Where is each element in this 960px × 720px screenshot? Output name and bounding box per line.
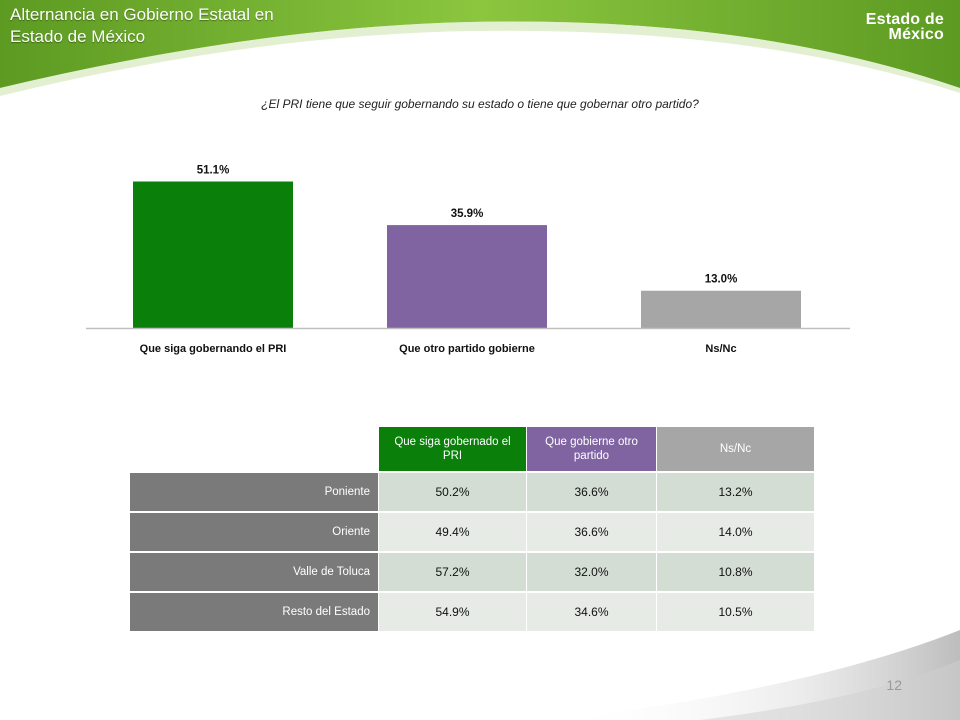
cell-value: 34.6%: [526, 591, 656, 631]
cell-value: 13.2%: [656, 471, 814, 511]
row-label: Oriente: [130, 511, 378, 551]
data-label: 51.1%: [197, 165, 230, 177]
cell-value: 10.8%: [656, 551, 814, 591]
region-breakdown-table: Que siga gobernado el PRI Que gobierne o…: [130, 427, 814, 631]
brand-line-1: Estado de: [865, 11, 944, 28]
page-number: 12: [886, 677, 902, 693]
table-row: Resto del Estado 54.9% 34.6% 10.5%: [130, 591, 814, 631]
slide-title: Alternancia en Gobierno Estatal en Estad…: [10, 5, 274, 46]
header-banner: [0, 0, 960, 97]
cell-value: 49.4%: [378, 511, 526, 551]
cell-value: 14.0%: [656, 511, 814, 551]
bar-1: [387, 225, 547, 328]
category-label: Ns/Nc: [705, 343, 736, 355]
table-row: Poniente 50.2% 36.6% 13.2%: [130, 471, 814, 511]
data-label: 13.0%: [705, 274, 738, 286]
cell-value: 36.6%: [526, 471, 656, 511]
column-header-pri: Que siga gobernado el PRI: [378, 427, 526, 471]
row-label: Valle de Toluca: [130, 551, 378, 591]
row-label: Poniente: [130, 471, 378, 511]
cell-value: 36.6%: [526, 511, 656, 551]
table-row: Valle de Toluca 57.2% 32.0% 10.8%: [130, 551, 814, 591]
footer-swoosh: [560, 630, 960, 720]
table-header-row: Que siga gobernado el PRI Que gobierne o…: [130, 427, 814, 471]
table-row: Oriente 49.4% 36.6% 14.0%: [130, 511, 814, 551]
cell-value: 32.0%: [526, 551, 656, 591]
bar-chart: 51.1% Que siga gobernando el PRI 35.9% Que …: [86, 165, 850, 355]
brand-line-2: México: [888, 26, 944, 43]
survey-question: ¿El PRI tiene que seguir gobernando su e…: [261, 97, 699, 111]
column-header-nsnc: Ns/Nc: [656, 427, 814, 471]
cell-value: 50.2%: [378, 471, 526, 511]
data-label: 35.9%: [451, 208, 484, 220]
row-label: Resto del Estado: [130, 591, 378, 631]
brand-logo: Estado de México: [865, 11, 944, 43]
cell-value: 54.9%: [378, 591, 526, 631]
cell-value: 10.5%: [656, 591, 814, 631]
cell-value: 57.2%: [378, 551, 526, 591]
table-corner: [130, 427, 378, 471]
bar-2: [641, 290, 801, 328]
bar-0: [133, 181, 293, 328]
category-label: Que otro partido gobierne: [399, 343, 535, 355]
column-header-otro: Que gobierne otro partido: [526, 427, 656, 471]
category-label: Que siga gobernando el PRI: [140, 343, 287, 355]
